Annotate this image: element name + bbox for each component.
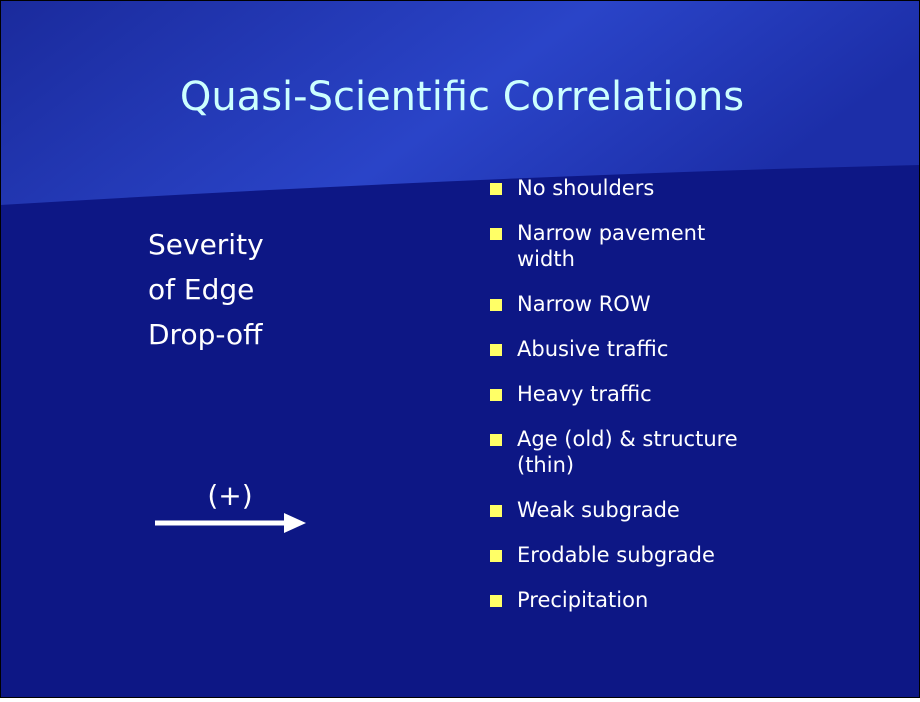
bullet-square: [490, 344, 502, 356]
header-band: [0, 0, 920, 205]
slide-title: Quasi-Scientific Correlations: [180, 74, 744, 120]
bullet-text: Abusive traffic: [517, 337, 668, 361]
arrow-label: (+): [207, 479, 252, 512]
bullet-text: Narrow ROW: [517, 292, 651, 316]
left-line: Severity: [148, 228, 264, 261]
bullet-square: [490, 389, 502, 401]
bullet-text: Heavy traffic: [517, 382, 652, 406]
bullet-square: [490, 434, 502, 446]
bullet-text: Weak subgrade: [517, 498, 680, 522]
arrow-head: [284, 513, 306, 533]
left-line: Drop-off: [148, 318, 263, 351]
bullet-square: [490, 183, 502, 195]
bullet-text: (thin): [517, 453, 574, 477]
bullet-square: [490, 228, 502, 240]
bullet-text: Precipitation: [517, 588, 648, 612]
bullet-square: [490, 550, 502, 562]
left-block: Severity of Edge Drop-off (+): [148, 228, 264, 512]
bullet-text: Narrow pavement: [517, 221, 705, 245]
bullet-square: [490, 505, 502, 517]
bullet-square: [490, 299, 502, 311]
bullet-square: [490, 595, 502, 607]
left-line: of Edge: [148, 273, 254, 306]
bullet-text: Age (old) & structure: [517, 427, 738, 451]
bullet-text: Erodable subgrade: [517, 543, 715, 567]
bullet-text: No shoulders: [517, 176, 654, 200]
bullet-text: width: [517, 247, 575, 271]
